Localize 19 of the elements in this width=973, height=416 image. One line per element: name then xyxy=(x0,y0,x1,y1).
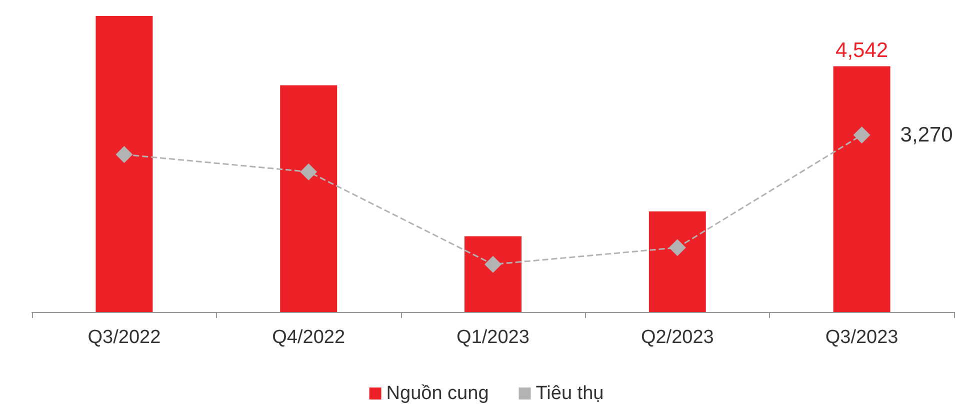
point xyxy=(484,256,502,273)
bar xyxy=(833,66,890,312)
legend-label: Nguồn cung xyxy=(386,383,489,404)
point xyxy=(116,146,133,164)
data-label: 3,270 xyxy=(900,124,953,147)
point xyxy=(300,163,318,180)
point xyxy=(853,126,870,144)
x-tick-label: Q1/2023 xyxy=(456,327,530,348)
x-tick-label: Q2/2023 xyxy=(640,327,714,348)
bar xyxy=(648,211,706,312)
bar xyxy=(464,236,522,312)
legend-label: Tiêu thụ xyxy=(536,383,604,404)
x-tick-label: Q3/2023 xyxy=(825,327,898,348)
data-label: 4,542 xyxy=(836,39,888,62)
x-tick-label: Q3/2022 xyxy=(88,327,161,348)
point xyxy=(668,239,686,256)
bar xyxy=(280,85,338,312)
x-tick-label: Q4/2022 xyxy=(272,327,346,348)
bar xyxy=(96,16,153,312)
